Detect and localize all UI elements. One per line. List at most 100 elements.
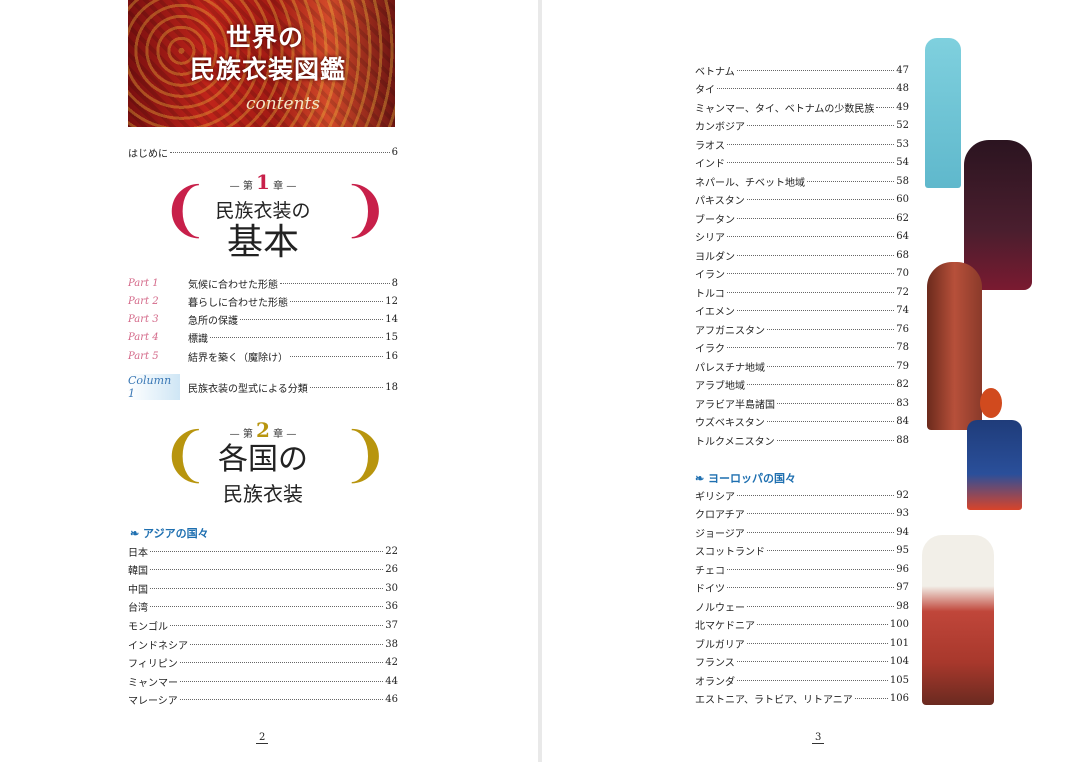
toc-page: 96 <box>896 563 909 575</box>
toc-item[interactable]: イラク 78 <box>695 340 909 356</box>
toc-item[interactable]: ノルウェー 98 <box>695 598 909 614</box>
toc-item[interactable]: 台湾 36 <box>128 599 398 615</box>
toc-intro[interactable]: はじめに 6 <box>128 144 398 160</box>
toc-page: 44 <box>385 675 398 687</box>
toc-label: 韓国 <box>128 566 148 578</box>
toc-label: 急所の保護 <box>188 316 238 328</box>
toc-item[interactable]: アラビア半島諸国 83 <box>695 395 909 411</box>
toc-item[interactable]: ギリシア 92 <box>695 487 909 503</box>
toc-item[interactable]: ドイツ 97 <box>695 580 909 596</box>
toc-item[interactable]: 韓国 26 <box>128 562 398 578</box>
section-title: アジアの国々 <box>143 527 209 540</box>
chapter2-heading: — 第 2 章 — 各国の 民族衣装 <box>188 418 338 507</box>
chapter-title-1: 各国の <box>218 442 308 477</box>
toc-label: パレスチナ地域 <box>695 362 765 374</box>
toc-item[interactable]: フランス 104 <box>695 654 909 670</box>
toc-item[interactable]: インドネシア 38 <box>128 636 398 652</box>
toc-item[interactable]: アフガニスタン 76 <box>695 321 909 337</box>
costume-hat-image <box>980 388 1002 418</box>
toc-item[interactable]: ブータン 62 <box>695 210 909 226</box>
leader <box>747 384 895 385</box>
toc-item[interactable]: Part 2 暮らしに合わせた形態 12 <box>128 293 398 309</box>
toc-item[interactable]: 日本 22 <box>128 543 398 559</box>
leader <box>746 199 895 200</box>
toc-item[interactable]: パレスチナ地域 79 <box>695 358 909 374</box>
part-tag: Part 3 <box>128 314 159 326</box>
leader <box>776 439 895 441</box>
leader <box>727 143 895 145</box>
toc-page: 38 <box>385 638 398 650</box>
toc-item[interactable]: スコットランド 95 <box>695 543 909 559</box>
chapter1-heading: — 第 1 章 — 民族衣装の 基本 <box>188 170 338 263</box>
toc-label: フランス <box>695 658 735 669</box>
toc-item[interactable]: ラオス 53 <box>695 136 909 152</box>
toc-item[interactable]: イエメン 74 <box>695 303 909 319</box>
toc-item[interactable]: ネパール、チベット地域 58 <box>695 173 909 189</box>
toc-page: 93 <box>896 508 909 519</box>
toc-item[interactable]: トルコ 72 <box>695 284 909 300</box>
leader <box>210 337 384 339</box>
toc-label: 気候に合わせた形態 <box>188 279 278 291</box>
leader <box>240 319 384 321</box>
toc-item[interactable]: アラブ地域 82 <box>695 377 909 393</box>
toc-page: 94 <box>896 526 909 538</box>
title-line1: 世界の <box>226 23 305 52</box>
toc-item[interactable]: ベトナム 47 <box>695 62 909 78</box>
toc-item[interactable]: モンゴル 37 <box>128 617 398 633</box>
toc-page: 82 <box>896 379 909 390</box>
leader <box>737 679 888 681</box>
toc-page: 53 <box>896 138 909 150</box>
toc-item[interactable]: マレーシア 46 <box>128 692 398 708</box>
toc-label: イラク <box>695 344 725 355</box>
toc-label: ミャンマー、タイ、ベトナムの少数民族 <box>695 103 875 115</box>
toc-item[interactable]: ミャンマー、タイ、ベトナムの少数民族 49 <box>695 99 909 115</box>
toc-page: 62 <box>896 212 909 224</box>
toc-item[interactable]: トルクメニスタン 88 <box>695 432 909 448</box>
page-number: 2 <box>256 732 269 744</box>
leader <box>150 569 384 571</box>
toc-label: ラオス <box>695 140 725 152</box>
toc-page: 52 <box>896 120 909 131</box>
toc-item[interactable]: 中国 30 <box>128 580 398 596</box>
toc-page: 6 <box>391 146 398 158</box>
toc-page: 46 <box>385 694 398 706</box>
costume-norway-image <box>967 420 1022 510</box>
toc-item[interactable]: Part 5 結界を築く（魔除け） 16 <box>128 348 398 364</box>
toc-item[interactable]: シリア 64 <box>695 229 909 245</box>
toc-item[interactable]: ジョージア 94 <box>695 524 909 540</box>
toc-item[interactable]: フィリピン 42 <box>128 655 398 671</box>
toc-item[interactable]: カンボジア 52 <box>695 118 909 134</box>
leader <box>737 494 895 496</box>
toc-page: 76 <box>896 323 909 335</box>
toc-item[interactable]: ミャンマー 44 <box>128 673 398 689</box>
chapter-number: 2 <box>256 418 270 442</box>
leader <box>290 355 384 357</box>
ornament-left-icon: ❨ <box>160 420 211 490</box>
part-tag: Part 5 <box>128 350 159 362</box>
toc-item[interactable]: オランダ 105 <box>695 672 909 688</box>
toc-column1[interactable]: Column 1 民族衣装の型式による分類 18 <box>128 374 398 400</box>
toc-label: ギリシア <box>695 491 735 503</box>
leader <box>777 402 895 404</box>
toc-item[interactable]: タイ 48 <box>695 81 909 97</box>
toc-item[interactable]: エストニア、ラトビア、リトアニア 106 <box>695 691 909 707</box>
toc-item[interactable]: クロアチア 93 <box>695 506 909 522</box>
toc-item[interactable]: ウズベキスタン 84 <box>695 414 909 430</box>
cover-image: 世界の 民族衣装図鑑 contents <box>128 0 395 127</box>
toc-label: ネパール、チベット地域 <box>695 177 805 189</box>
toc-item[interactable]: パキスタン 60 <box>695 192 909 208</box>
toc-item[interactable]: インド 54 <box>695 155 909 171</box>
toc-item[interactable]: ヨルダン 68 <box>695 247 909 263</box>
toc-item[interactable]: イラン 70 <box>695 266 909 282</box>
toc-item[interactable]: チェコ 96 <box>695 561 909 577</box>
toc-item[interactable]: Part 4 標識 15 <box>128 330 398 346</box>
toc-item[interactable]: Part 3 急所の保護 14 <box>128 312 398 328</box>
leader <box>170 624 384 626</box>
toc-item[interactable]: 北マケドニア 100 <box>695 617 909 633</box>
toc-page: 12 <box>385 295 398 307</box>
leader <box>280 282 390 284</box>
toc-item[interactable]: ブルガリア 101 <box>695 635 909 651</box>
costume-bulgaria-image <box>922 535 994 705</box>
toc-page: 101 <box>889 637 909 649</box>
toc-item[interactable]: Part 1 気候に合わせた形態 8 <box>128 275 398 291</box>
